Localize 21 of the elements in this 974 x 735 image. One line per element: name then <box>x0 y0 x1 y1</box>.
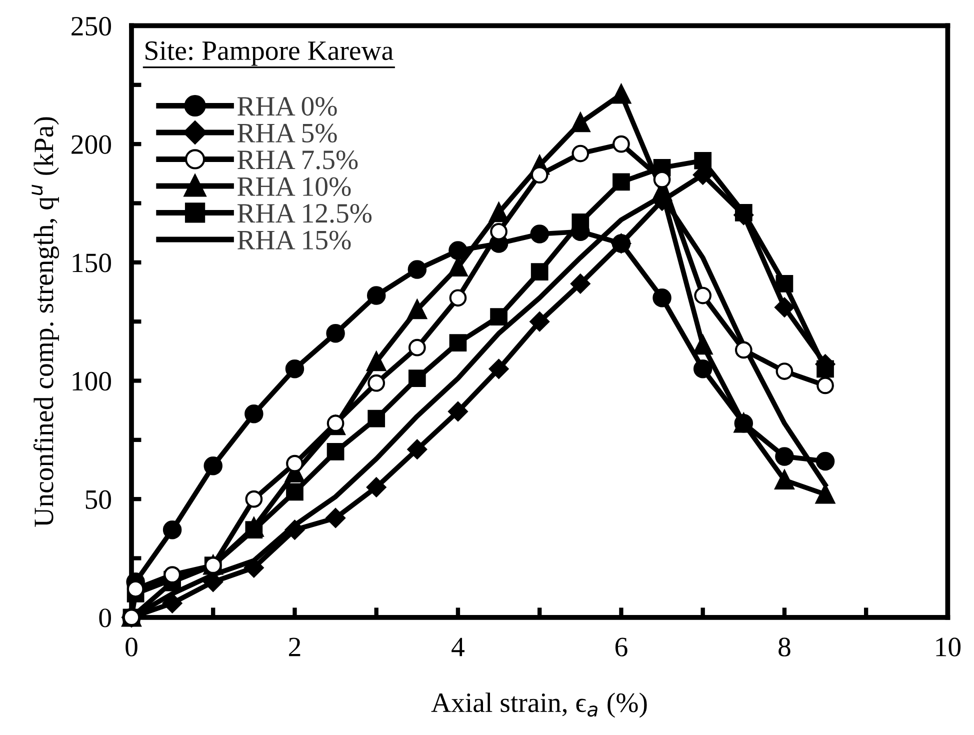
y-axis-title: Unconfined comp. strength, q$^{u}$ (kPa) <box>32 117 60 527</box>
y-tick-label: 150 <box>72 254 111 272</box>
x-axis-title: Axial strain, ϵ$_{a}$ (%) <box>431 692 647 718</box>
y-tick-label: 50 <box>86 490 111 509</box>
x-tick-label: 8 <box>778 638 790 656</box>
y-tick-label: 200 <box>72 135 111 154</box>
legend-label: RHA 7.5% <box>238 150 358 170</box>
annotation: Site: Pampore Karewa <box>146 41 394 66</box>
legend-label: RHA 0% <box>238 96 337 116</box>
legend-label: RHA 10% <box>238 177 351 196</box>
y-tick-label: 250 <box>72 16 111 36</box>
y-tick-label: 100 <box>72 372 111 391</box>
x-tick-label: 2 <box>289 638 300 656</box>
x-tick-label: 4 <box>452 638 464 656</box>
x-tick-label: 0 <box>126 638 138 656</box>
x-tick-label: 10 <box>936 638 961 656</box>
legend-label: RHA 15% <box>238 230 351 250</box>
legend-label: RHA 5% <box>238 124 337 143</box>
x-tick-label: 6 <box>615 638 628 656</box>
legend-label: RHA 12.5% <box>238 204 372 223</box>
y-tick-label: 0 <box>99 608 111 628</box>
